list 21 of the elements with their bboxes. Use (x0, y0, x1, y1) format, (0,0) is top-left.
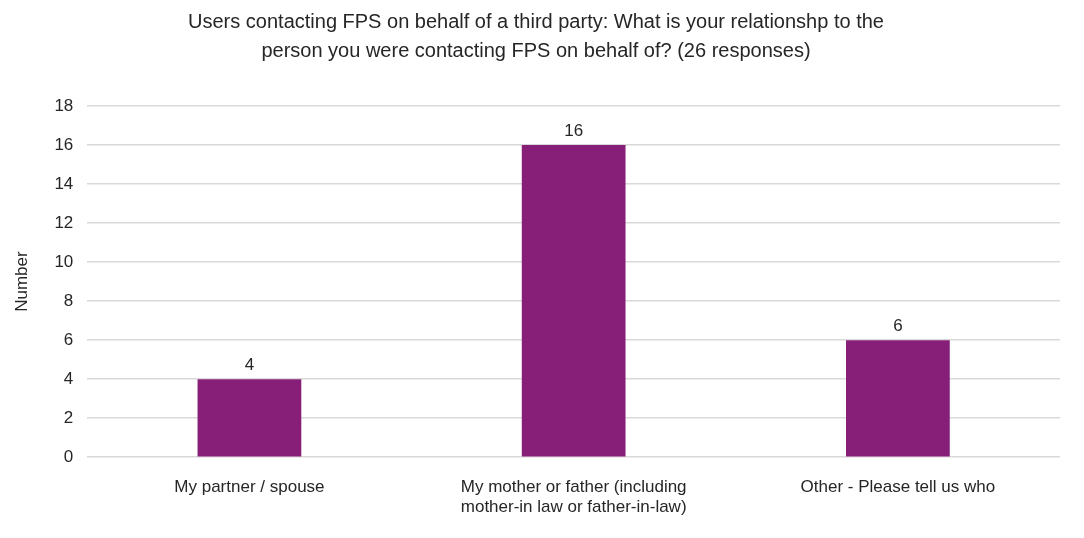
data-label: 6 (893, 316, 903, 336)
y-tick-label: 16 (54, 134, 74, 154)
y-tick-label: 0 (63, 446, 74, 466)
y-axis-title: Number (11, 251, 31, 312)
bar (521, 145, 626, 457)
y-tick-label: 8 (63, 290, 74, 310)
x-tick-label: My partner / spouse (174, 477, 325, 497)
y-tick-label: 12 (54, 212, 74, 232)
y-tick-label: 18 (54, 95, 74, 115)
y-tick-label: 14 (54, 173, 74, 193)
y-tick-label: 10 (54, 251, 74, 271)
data-label: 16 (564, 121, 584, 141)
x-tick-label: My mother or father (including mother-in law or father-in-law) (460, 477, 687, 517)
bar (197, 379, 302, 457)
y-tick-label: 4 (63, 368, 74, 388)
y-tick-label: 6 (63, 329, 74, 349)
y-tick-label: 2 (63, 407, 74, 427)
bar (846, 340, 950, 457)
x-tick-label: Other - Please tell us who (800, 477, 996, 497)
chart-title: Users contacting FPS on behalf of a third party: What is your relationshp to the person you were contacting FPS on behalf of? (26 responses) (188, 10, 884, 62)
data-label: 4 (244, 355, 255, 375)
